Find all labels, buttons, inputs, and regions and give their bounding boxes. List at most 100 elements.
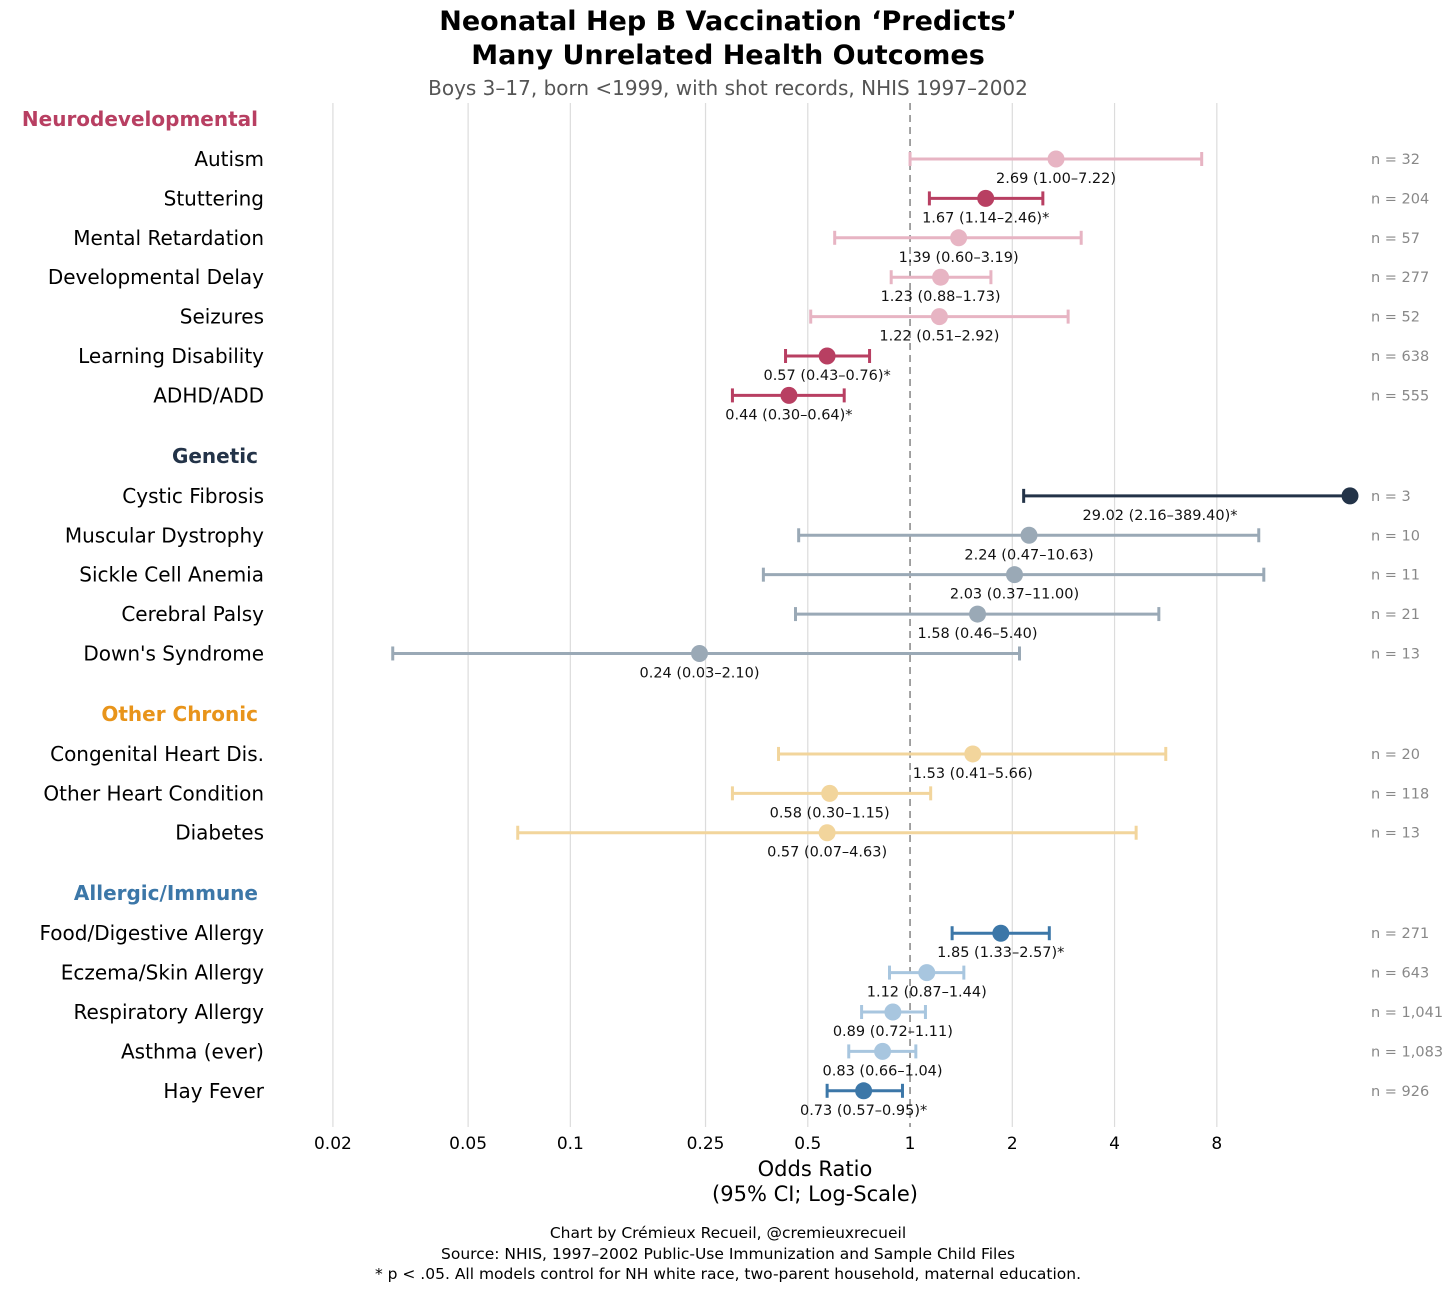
- value-label: 0.73 (0.57–0.95)*: [800, 1103, 927, 1119]
- point-estimate: [1006, 566, 1024, 584]
- value-label: 2.69 (1.00–7.22): [996, 171, 1116, 187]
- value-label: 1.23 (0.88–1.73): [881, 289, 1001, 305]
- value-label: 1.12 (0.87–1.44): [867, 985, 987, 1001]
- point-estimate: [977, 189, 995, 207]
- chart-subtitle: Boys 3–17, born <1999, with shot records…: [428, 76, 1028, 100]
- footer-credit: Chart by Crémieux Recueil, @cremieuxrecu…: [549, 1224, 907, 1242]
- x-tick-label: 8: [1211, 1134, 1222, 1154]
- value-label: 1.22 (0.51–2.92): [879, 329, 999, 345]
- row-label: Developmental Delay: [48, 265, 264, 289]
- sample-size: n = 32: [1371, 152, 1420, 168]
- point-estimate: [1020, 526, 1038, 544]
- chart-title-line-1: Neonatal Hep B Vaccination ‘Predicts’: [439, 6, 1017, 37]
- point-estimate: [874, 1042, 892, 1060]
- group-header: Neurodevelopmental: [22, 107, 258, 131]
- value-label: 0.58 (0.30–1.15): [770, 805, 890, 821]
- value-label: 2.03 (0.37–11.00): [950, 587, 1079, 603]
- row-label: Seizures: [180, 305, 264, 329]
- chart-title-line-2: Many Unrelated Health Outcomes: [471, 40, 985, 71]
- x-tick-label: 2: [1007, 1134, 1018, 1154]
- row-label: Other Heart Condition: [43, 781, 264, 805]
- row-label: Cystic Fibrosis: [122, 484, 264, 508]
- chart-title: Neonatal Hep B Vaccination ‘Predicts’ Ma…: [0, 5, 1456, 73]
- point-estimate: [930, 308, 948, 326]
- point-estimate: [821, 784, 839, 802]
- x-tick-label: 4: [1109, 1134, 1120, 1154]
- value-label: 1.58 (0.46–5.40): [918, 626, 1038, 642]
- row-label: Food/Digestive Allergy: [40, 921, 265, 945]
- x-axis-label: Odds Ratio: [758, 1157, 873, 1181]
- value-label: 29.02 (2.16–389.40)*: [1083, 508, 1238, 524]
- sample-size: n = 13: [1371, 826, 1420, 842]
- sample-size: n = 271: [1371, 926, 1429, 942]
- value-label: 1.85 (1.33–2.57)*: [937, 945, 1064, 961]
- row-label: Asthma (ever): [121, 1039, 264, 1063]
- sample-size: n = 277: [1371, 270, 1429, 286]
- value-label: 1.53 (0.41–5.66): [913, 766, 1033, 782]
- sample-size: n = 20: [1371, 747, 1420, 763]
- sample-size: n = 643: [1371, 966, 1429, 982]
- x-axis-label-sub: (95% CI; Log-Scale): [712, 1182, 918, 1206]
- row-label: Sickle Cell Anemia: [79, 563, 264, 587]
- point-estimate: [932, 268, 950, 286]
- x-tick-label: 0.5: [794, 1134, 821, 1154]
- sample-size: n = 555: [1371, 388, 1429, 404]
- row-label: Cerebral Palsy: [121, 602, 264, 626]
- point-estimate: [691, 644, 709, 662]
- value-label: 0.89 (0.72–1.11): [833, 1024, 953, 1040]
- point-estimate: [855, 1082, 873, 1100]
- value-label: 1.67 (1.14–2.46)*: [922, 210, 1049, 226]
- row-label: Learning Disability: [78, 344, 264, 368]
- point-estimate: [1341, 487, 1359, 505]
- x-tick-label: 0.25: [687, 1134, 725, 1154]
- group-header: Allergic/Immune: [74, 881, 258, 905]
- sample-size: n = 57: [1371, 231, 1420, 247]
- row-label: Diabetes: [175, 821, 264, 845]
- sample-size: n = 1,083: [1371, 1044, 1443, 1060]
- chart-footer: Chart by Crémieux Recueil, @cremieuxrecu…: [0, 1223, 1456, 1285]
- row-label: Autism: [194, 147, 264, 171]
- row-label: Down's Syndrome: [83, 641, 264, 665]
- sample-size: n = 3: [1371, 489, 1411, 505]
- point-estimate: [918, 964, 936, 982]
- sample-size: n = 638: [1371, 349, 1429, 365]
- point-estimate: [1047, 150, 1065, 168]
- value-label: 1.39 (0.60–3.19): [899, 250, 1019, 266]
- sample-size: n = 10: [1371, 528, 1420, 544]
- row-label: Eczema/Skin Allergy: [61, 961, 264, 985]
- footer-note: * p < .05. All models control for NH whi…: [374, 1265, 1082, 1283]
- footer-source: Source: NHIS, 1997–2002 Public-Use Immun…: [441, 1244, 1015, 1263]
- x-tick-label: 0.05: [449, 1134, 487, 1154]
- x-tick-label: 0.02: [314, 1134, 352, 1154]
- value-label: 0.24 (0.03–2.10): [639, 665, 759, 681]
- value-label: 0.57 (0.07–4.63): [767, 845, 887, 861]
- sample-size: n = 926: [1371, 1084, 1429, 1100]
- row-label: Respiratory Allergy: [74, 1000, 265, 1024]
- value-label: 2.24 (0.47–10.63): [964, 547, 1093, 563]
- sample-size: n = 118: [1371, 786, 1429, 802]
- point-estimate: [818, 824, 836, 842]
- value-label: 0.83 (0.66–1.04): [823, 1063, 943, 1079]
- value-label: 0.44 (0.30–0.64)*: [725, 407, 852, 423]
- row-label: Muscular Dystrophy: [65, 523, 264, 547]
- group-header: Other Chronic: [101, 702, 258, 726]
- point-estimate: [884, 1003, 902, 1021]
- sample-size: n = 204: [1371, 191, 1429, 207]
- x-tick-label: 0.1: [557, 1134, 584, 1154]
- point-estimate: [969, 605, 987, 623]
- sample-size: n = 13: [1371, 646, 1420, 662]
- row-label: Mental Retardation: [73, 226, 264, 250]
- point-estimate: [818, 347, 836, 365]
- point-estimate: [992, 924, 1010, 942]
- row-label: Hay Fever: [163, 1079, 264, 1103]
- point-estimate: [780, 386, 798, 404]
- group-header: Genetic: [172, 444, 258, 468]
- row-label: ADHD/ADD: [153, 383, 264, 407]
- value-label: 0.57 (0.43–0.76)*: [763, 368, 890, 384]
- point-estimate: [950, 229, 968, 247]
- point-estimate: [964, 745, 982, 763]
- x-tick-label: 1: [905, 1134, 916, 1154]
- sample-size: n = 1,041: [1371, 1005, 1443, 1021]
- sample-size: n = 52: [1371, 310, 1420, 326]
